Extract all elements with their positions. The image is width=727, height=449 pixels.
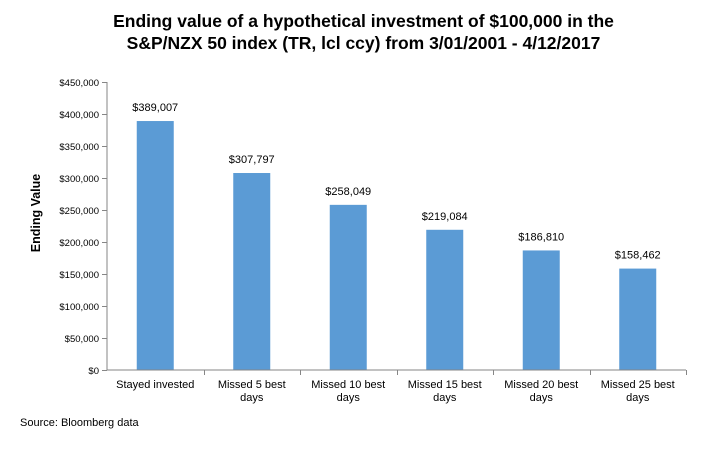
y-tick-label: $350,000 [59,142,99,153]
category-label-line: Missed 5 best [218,379,286,391]
data-label: $389,007 [132,102,178,114]
chart-title-line-2: S&P/NZX 50 index (TR, lcl ccy) from 3/01… [126,33,601,53]
bar [619,268,657,370]
y-tick-label: $200,000 [59,238,99,249]
data-label: $258,049 [325,186,371,198]
bar [522,250,560,370]
category-label: Missed 25 best days [601,379,675,404]
category-label-line: Missed 15 best [408,379,482,391]
bar [426,229,464,370]
category-label-line: days [530,392,554,404]
category-label-line: Missed 25 best [601,379,675,391]
data-label: $186,810 [518,231,564,243]
y-tick-label: $300,000 [59,174,99,185]
y-tick-label: $50,000 [65,334,99,345]
category-label: Stayed invested [116,379,194,391]
category-label: Missed 15 best days [408,379,482,404]
category-label-line: days [240,392,264,404]
y-tick-label: $150,000 [59,270,99,281]
category-label-line: days [433,392,457,404]
category-label-line: Stayed invested [116,379,194,391]
bar [136,121,174,370]
y-tick-label: $250,000 [59,206,99,217]
y-tick-label: $0 [88,366,99,377]
category-label-line: days [337,392,361,404]
y-tick-label: $450,000 [59,78,99,89]
data-label: $307,797 [229,154,275,166]
bar [329,204,367,370]
chart-title-line-1: Ending value of a hypothetical investmen… [113,11,614,31]
category-label-line: Missed 20 best [504,379,578,391]
category-label: Missed 10 best days [311,379,385,404]
category-label-line: days [626,392,650,404]
category-label-line: Missed 10 best [311,379,385,391]
y-tick-label: $400,000 [59,110,99,121]
y-tick-label: $100,000 [59,302,99,313]
data-label: $158,462 [615,250,661,262]
data-label: $219,084 [422,211,468,223]
source-note: Source: Bloomberg data [20,417,139,429]
category-label: Missed 5 best days [218,379,286,404]
bar [233,173,271,370]
category-label: Missed 20 best days [504,379,578,404]
